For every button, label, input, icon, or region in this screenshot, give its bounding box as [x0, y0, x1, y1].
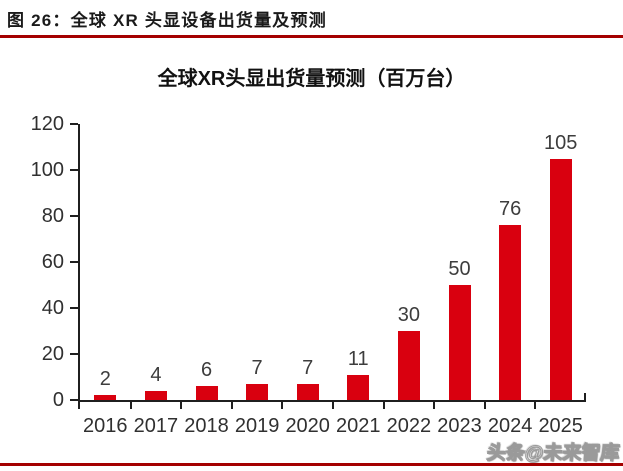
x-axis-boundary-tick: [534, 402, 537, 409]
y-axis-tick-label: 20: [41, 343, 64, 365]
bar: [246, 383, 269, 400]
y-axis-tick-label: 60: [41, 251, 64, 273]
bar-value-label: 7: [302, 356, 314, 379]
x-axis-boundary-tick: [180, 402, 183, 409]
y-axis-tick: [70, 261, 78, 263]
chart-title: 全球XR头显出货量预测（百万台）: [157, 68, 466, 90]
bar: [144, 390, 167, 400]
bar: [94, 395, 117, 400]
y-axis-tick: [70, 169, 78, 171]
x-axis-boundary-tick: [382, 402, 385, 409]
figure-caption: 图 26：全球 XR 头显设备出货量及预测: [7, 11, 327, 30]
y-axis-tick: [70, 215, 78, 217]
x-axis-boundary-tick: [483, 402, 486, 409]
y-axis-tick: [70, 399, 78, 401]
y-axis-tick-label: 80: [41, 205, 64, 227]
x-axis-tick-label: 2023: [437, 415, 482, 437]
x-axis-line: [80, 400, 586, 402]
y-axis-tick-label: 120: [30, 113, 64, 135]
bar-value-label: 2: [99, 368, 111, 391]
bar-value-label: 4: [150, 363, 162, 386]
x-axis-boundary-tick: [281, 402, 284, 409]
bar-value-label: 7: [251, 356, 263, 379]
x-axis-tick-label: 2021: [336, 415, 381, 437]
x-axis-boundary-tick: [332, 402, 334, 409]
bar: [296, 383, 319, 400]
y-axis-tick: [70, 307, 78, 309]
top-divider: [0, 35, 623, 38]
bar: [397, 331, 420, 400]
bar: [195, 386, 218, 400]
x-axis-boundary-tick: [433, 402, 436, 409]
bar-value-label: 50: [448, 258, 471, 280]
x-axis-tick-label: 2024: [487, 415, 533, 437]
x-axis-tick-label: 2022: [386, 415, 432, 437]
bar-value-label: 76: [498, 198, 522, 221]
x-axis-boundary-tick: [129, 402, 132, 409]
bar-value-label: 30: [397, 304, 421, 326]
bar: [499, 225, 522, 400]
watermark: 头条@未来智库: [486, 443, 622, 465]
bar: [549, 158, 572, 400]
bar-value-label: 105: [544, 131, 578, 154]
x-axis-tick-label: 2025: [538, 415, 583, 437]
x-axis-tick-label: 2016: [83, 415, 128, 437]
bar-value-label: 6: [200, 359, 213, 382]
bar-value-label: 11: [347, 347, 369, 370]
y-axis-line: [78, 124, 80, 409]
x-axis-tick-label: 2020: [285, 415, 330, 437]
y-axis-tick-label: 40: [41, 297, 64, 319]
bottom-divider: [0, 463, 623, 466]
x-axis-boundary-tick: [230, 402, 233, 409]
x-axis-tick-label: 2018: [184, 415, 229, 437]
bar: [448, 285, 471, 400]
x-axis-tick-label: 2017: [133, 415, 179, 437]
x-axis-tick-label: 2019: [234, 415, 280, 437]
y-axis-tick-label: 0: [52, 389, 64, 411]
y-axis-tick: [70, 353, 78, 355]
y-axis-tick: [70, 123, 78, 125]
y-axis-tick-label: 100: [30, 159, 64, 181]
x-axis-end-tick: [584, 393, 586, 400]
bar: [347, 374, 370, 400]
